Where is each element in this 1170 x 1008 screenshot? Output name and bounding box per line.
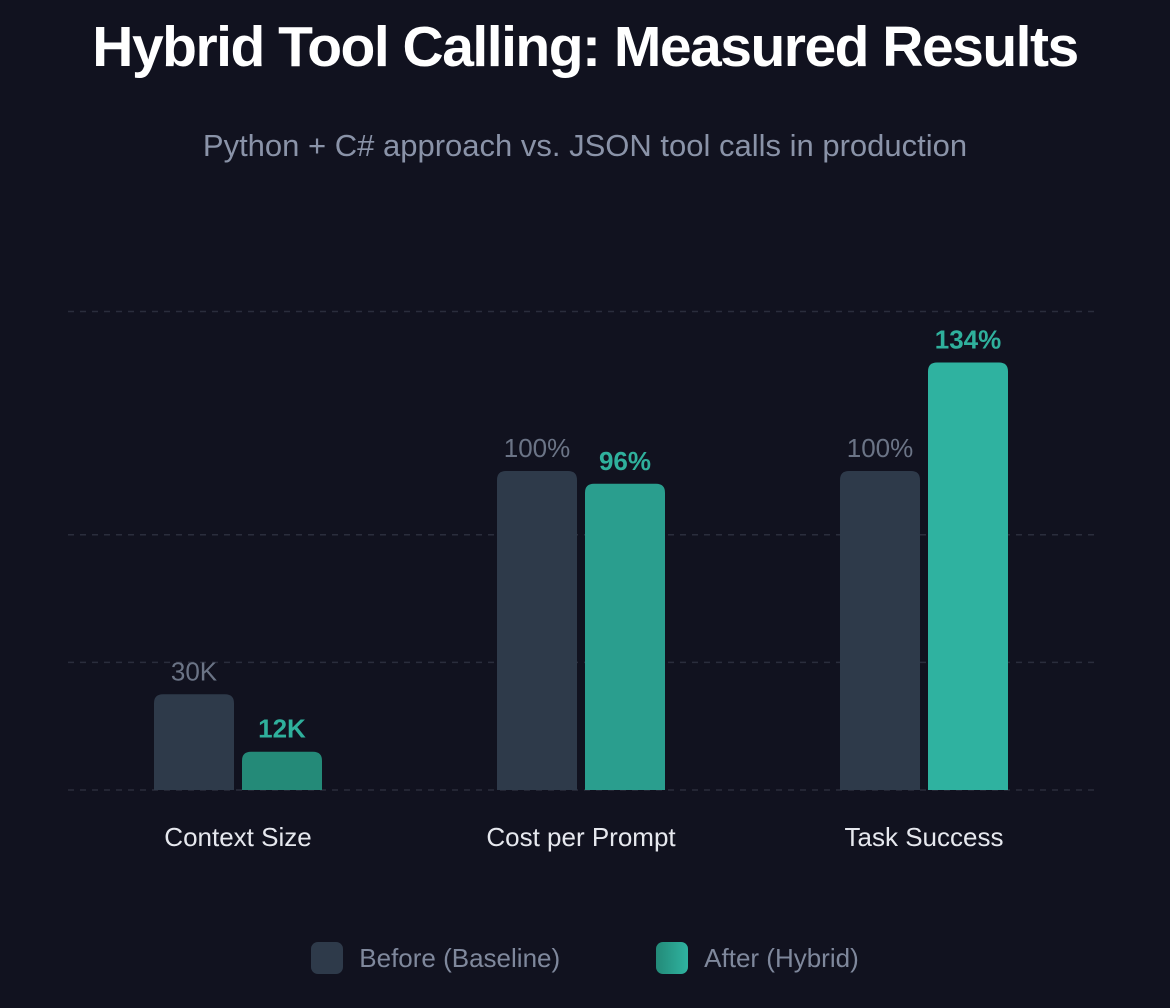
category-label: Context Size	[164, 822, 311, 852]
data-label-before: 100%	[504, 433, 571, 463]
data-label-after: 96%	[599, 446, 651, 476]
legend-label-after: After (Hybrid)	[704, 942, 859, 973]
legend-label-before: Before (Baseline)	[359, 942, 561, 973]
bar-after	[928, 362, 1008, 790]
legend-item-after[interactable]: After (Hybrid)	[656, 942, 859, 974]
chart-subtitle: Python + C# approach vs. JSON tool calls…	[202, 128, 968, 163]
data-label-before: 30K	[171, 656, 218, 686]
chart-title: Hybrid Tool Calling: Measured Results	[92, 15, 1079, 79]
bar-before	[840, 471, 920, 790]
bar-before	[154, 694, 234, 790]
bar-after	[242, 751, 322, 790]
category-label: Cost per Prompt	[486, 822, 676, 852]
legend-swatch-before	[311, 942, 344, 974]
bar-after	[585, 483, 665, 790]
data-label-after: 134%	[935, 325, 1002, 355]
legend: Before (Baseline) After (Hybrid)	[0, 942, 1170, 974]
data-label-after: 12K	[258, 714, 306, 744]
legend-item-before[interactable]: Before (Baseline)	[311, 942, 560, 974]
bar-before	[497, 471, 577, 790]
bar-chart: 30K 12K Context Size 100% 96% Cost per Prompt…	[68, 310, 1095, 852]
data-label-before: 100%	[847, 433, 914, 463]
legend-swatch-after	[656, 942, 689, 974]
category-label: Task Success	[845, 822, 1004, 852]
